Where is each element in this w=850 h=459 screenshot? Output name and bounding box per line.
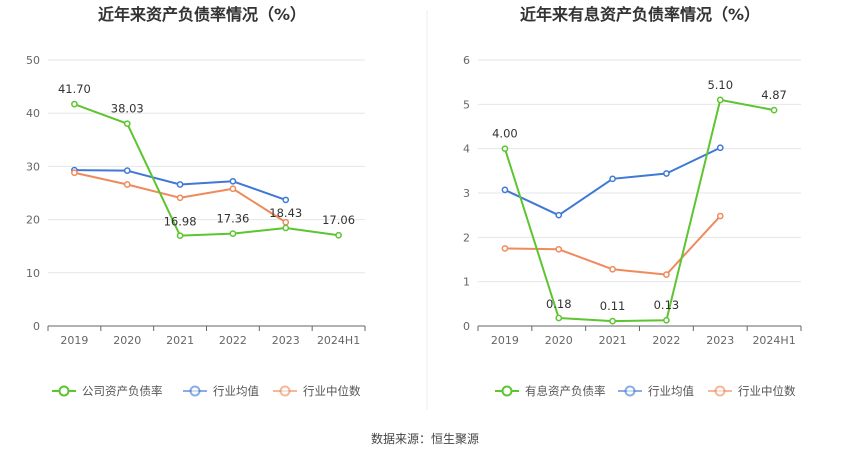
data-point <box>176 194 184 202</box>
x-tick-label: 2020 <box>113 334 141 347</box>
data-point <box>501 245 509 252</box>
y-tick-label: 6 <box>463 54 470 67</box>
data-point <box>176 232 184 240</box>
y-tick-label: 50 <box>26 54 40 67</box>
data-point <box>71 100 78 108</box>
data-point <box>176 181 184 188</box>
data-point <box>501 186 509 194</box>
data-point <box>716 96 724 104</box>
data-point <box>229 177 237 185</box>
data-point <box>663 271 670 278</box>
data-point <box>663 170 670 177</box>
data-label: 17.06 <box>322 213 355 227</box>
data-point <box>501 145 509 153</box>
data-point <box>609 175 616 183</box>
chart-title: 近年来有息资产负债率情况（%） <box>520 5 760 24</box>
data-point <box>609 317 616 325</box>
data-label: 4.00 <box>492 127 518 141</box>
data-label: 17.36 <box>216 212 249 226</box>
y-tick-label: 40 <box>26 107 40 120</box>
x-tick-label: 2024H1 <box>317 334 360 347</box>
y-tick-label: 10 <box>26 267 40 280</box>
series-line <box>503 98 775 323</box>
data-point <box>716 212 724 220</box>
data-point <box>663 316 670 324</box>
legend-swatch-marker[interactable] <box>279 385 291 397</box>
y-tick-label: 2 <box>463 231 470 244</box>
legend-label[interactable]: 公司资产负债率 <box>82 384 163 398</box>
x-tick-label: 2020 <box>545 334 573 347</box>
data-point <box>609 265 616 273</box>
data-label: 0.11 <box>600 299 626 313</box>
y-tick-label: 0 <box>463 320 470 333</box>
legend-swatch-marker[interactable] <box>189 385 201 397</box>
x-tick-label: 2019 <box>60 334 88 347</box>
data-point <box>555 211 563 219</box>
x-tick-label: 2021 <box>599 334 627 347</box>
data-label: 16.98 <box>164 215 197 229</box>
series-line <box>504 215 721 276</box>
legend-swatch-marker[interactable] <box>501 385 513 397</box>
data-source-note: 数据来源：恒生聚源 <box>371 431 479 446</box>
data-point <box>123 181 131 188</box>
y-tick-label: 20 <box>26 214 40 227</box>
x-tick-label: 2021 <box>166 334 194 347</box>
data-point <box>123 167 131 175</box>
x-tick-label: 2023 <box>706 334 734 347</box>
data-label: 0.13 <box>654 298 680 312</box>
data-point <box>282 224 290 232</box>
data-label: 5.10 <box>707 78 733 92</box>
legend-swatch-marker[interactable] <box>714 385 726 397</box>
y-tick-label: 0 <box>33 320 40 333</box>
chart-title: 近年来资产负债率情况（%） <box>98 5 306 24</box>
data-point <box>229 185 237 193</box>
legend-label[interactable]: 行业中位数 <box>303 384 361 398</box>
data-point <box>555 314 563 322</box>
chart-panel-interest-debt-ratio: 近年来有息资产负债率情况（%） 0 1 2 3 4 5 6 2019 2020 2021 2022 20… <box>463 5 802 398</box>
y-tick-label: 4 <box>463 143 470 156</box>
y-tick-label: 3 <box>463 187 470 200</box>
y-tick-label: 5 <box>463 98 470 111</box>
data-label: 18.43 <box>269 206 302 220</box>
legend-label[interactable]: 行业中位数 <box>738 384 796 398</box>
data-point <box>555 245 563 253</box>
x-tick-label: 2022 <box>652 334 680 347</box>
data-point <box>282 196 290 204</box>
data-label: 41.70 <box>58 82 91 96</box>
legend-label[interactable]: 行业均值 <box>648 384 694 398</box>
legend-swatch-marker[interactable] <box>58 385 70 397</box>
legend-label[interactable]: 行业均值 <box>213 384 259 398</box>
legend-swatch-marker[interactable] <box>624 385 636 397</box>
x-tick-label: 2024H1 <box>752 334 795 347</box>
data-point <box>716 144 724 152</box>
y-tick-label: 1 <box>463 276 470 289</box>
data-point <box>770 106 778 114</box>
data-point <box>335 231 342 239</box>
legend-label[interactable]: 有息资产负债率 <box>525 384 606 398</box>
y-tick-label: 30 <box>26 160 40 173</box>
data-point <box>282 218 290 226</box>
data-label: 0.18 <box>546 297 572 311</box>
x-tick-label: 2022 <box>219 334 247 347</box>
x-tick-label: 2019 <box>491 334 519 347</box>
chart-panel-debt-ratio: 近年来资产负债率情况（%） 0 10 20 30 40 50 2019 2020 2021 2022… <box>26 5 366 398</box>
data-point <box>71 169 78 177</box>
data-point <box>229 230 237 237</box>
data-point <box>123 120 131 128</box>
data-label: 38.03 <box>111 102 144 116</box>
x-tick-label: 2023 <box>272 334 300 347</box>
data-label: 4.87 <box>761 88 787 102</box>
series-line <box>74 103 339 237</box>
